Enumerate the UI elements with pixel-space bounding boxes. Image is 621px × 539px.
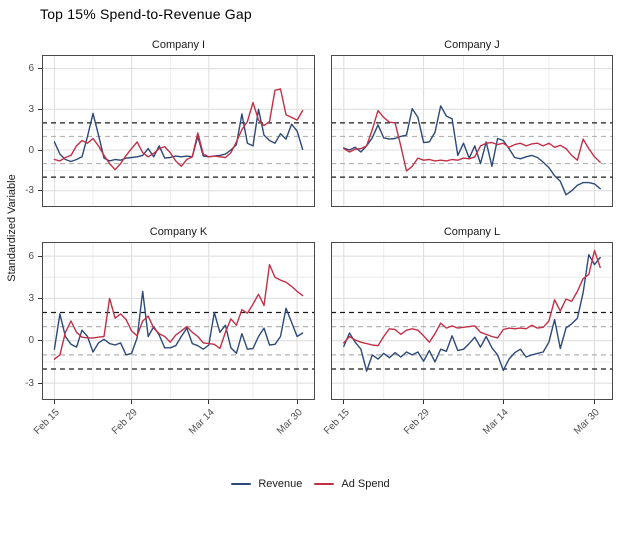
y-tick-label: 3 bbox=[28, 103, 34, 115]
y-tick-label: 6 bbox=[28, 63, 34, 75]
x-tick-label: Mar 30 bbox=[572, 407, 603, 437]
y-tick-mark bbox=[38, 190, 42, 192]
legend-swatch-revenue bbox=[231, 483, 252, 485]
y-tick-mark bbox=[38, 149, 42, 151]
x-tick-label: Feb 15 bbox=[32, 407, 63, 437]
y-tick-label: 0 bbox=[28, 144, 34, 156]
line-revenue bbox=[343, 253, 601, 372]
x-tick-mark bbox=[423, 400, 425, 404]
y-tick-label: 6 bbox=[28, 250, 34, 262]
x-tick-label: Feb 29 bbox=[109, 407, 140, 437]
legend-label-revenue: Revenue bbox=[258, 478, 303, 490]
panel-border bbox=[42, 55, 315, 207]
x-tick-mark bbox=[296, 400, 298, 404]
x-tick-mark bbox=[502, 400, 504, 404]
facet-panel-company-l bbox=[331, 242, 613, 400]
panel-border bbox=[331, 242, 613, 400]
y-tick-mark bbox=[38, 108, 42, 110]
legend-item-revenue: Revenue bbox=[231, 478, 302, 490]
line-ad-spend bbox=[53, 263, 304, 360]
x-tick-label: Feb 15 bbox=[321, 407, 352, 437]
y-tick-mark bbox=[38, 255, 42, 257]
facet-title: Company J bbox=[444, 39, 500, 51]
x-tick-mark bbox=[343, 400, 345, 404]
y-tick-mark bbox=[38, 382, 42, 384]
x-tick-mark bbox=[53, 400, 55, 404]
x-tick-label: Mar 14 bbox=[186, 407, 217, 437]
x-tick-label: Mar 30 bbox=[275, 407, 305, 437]
x-tick-mark bbox=[131, 400, 133, 404]
facet-title: Company I bbox=[151, 39, 206, 51]
legend-item-ad-spend: Ad Spend bbox=[314, 478, 390, 490]
line-revenue bbox=[343, 105, 601, 196]
y-axis-label: Standardized Variable bbox=[6, 174, 18, 282]
x-tick-label: Mar 14 bbox=[481, 407, 512, 437]
facet-panel-company-i bbox=[42, 55, 315, 207]
y-tick-label: 3 bbox=[28, 292, 34, 304]
panel-border bbox=[42, 242, 315, 400]
y-tick-mark bbox=[38, 68, 42, 70]
y-tick-label: -3 bbox=[25, 185, 34, 197]
y-tick-mark bbox=[38, 340, 42, 342]
legend-swatch-ad-spend bbox=[314, 483, 335, 485]
x-tick-mark bbox=[208, 400, 210, 404]
facet-title: Company L bbox=[443, 226, 501, 238]
x-tick-label: Feb 29 bbox=[401, 407, 432, 437]
legend: Revenue Ad Spend bbox=[0, 478, 621, 490]
facet-panel-company-k bbox=[42, 242, 315, 400]
line-ad-spend bbox=[343, 109, 601, 172]
chart-title: Top 15% Spend-to-Revenue Gap bbox=[40, 6, 252, 22]
legend-label-ad-spend: Ad Spend bbox=[341, 478, 390, 490]
y-tick-label: 0 bbox=[28, 335, 34, 347]
facet-panel-company-j bbox=[331, 55, 613, 207]
x-tick-mark bbox=[593, 400, 595, 404]
line-revenue bbox=[53, 290, 304, 356]
facet-title: Company K bbox=[149, 226, 208, 238]
panel-border bbox=[331, 55, 613, 207]
line-ad-spend bbox=[343, 249, 601, 347]
y-tick-mark bbox=[38, 297, 42, 299]
line-revenue bbox=[53, 108, 304, 163]
line-ad-spend bbox=[53, 88, 304, 171]
y-tick-label: -3 bbox=[25, 377, 34, 389]
